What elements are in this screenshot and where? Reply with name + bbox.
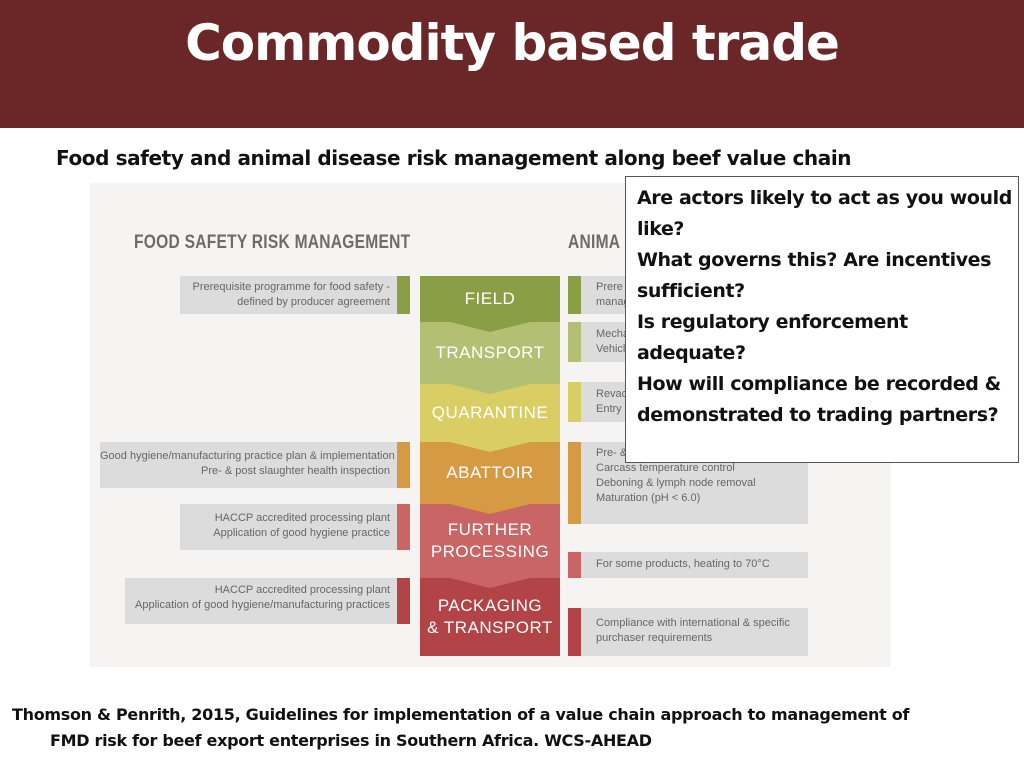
right-box-accent <box>568 608 581 656</box>
left-box-packaging: HACCP accredited processing plant Applic… <box>125 578 410 624</box>
stage-chevron <box>450 322 530 332</box>
left-box-further-processing: HACCP accredited processing plant Applic… <box>180 504 410 550</box>
question-line: Are actors likely to act as you would <box>637 187 1012 209</box>
right-box-text: Entry <box>596 403 622 415</box>
question-line: adequate? <box>637 342 746 364</box>
left-box-accent <box>397 276 410 314</box>
title-banner: Commodity based trade <box>0 0 1024 128</box>
left-box-text: HACCP accredited processing plant <box>214 512 390 524</box>
left-box-text: Good hygiene/manufacturing practice plan… <box>100 450 395 462</box>
left-box-accent <box>397 442 410 488</box>
stage-chevron <box>450 384 530 394</box>
stage-label: ABATTOIR <box>446 463 534 482</box>
stage-packaging-transport: PACKAGING & TRANSPORT <box>420 578 560 656</box>
stage-label: & TRANSPORT <box>427 618 553 637</box>
left-column-heading: FOOD SAFETY RISK MANAGEMENT <box>134 232 411 253</box>
right-box-text: Deboning & lymph node removal <box>596 477 756 489</box>
right-box-text: Compliance with international & specific <box>596 617 790 629</box>
right-box-further-processing: For some products, heating to 70°C <box>568 552 808 578</box>
left-box-text: Prerequisite programme for food safety - <box>192 281 390 293</box>
citation-line: Thomson & Penrith, 2015, Guidelines for … <box>12 705 910 724</box>
left-box-field: Prerequisite programme for food safety -… <box>180 276 410 314</box>
stage-label: PROCESSING <box>430 542 550 561</box>
right-box-accent <box>568 276 581 314</box>
left-box-text: Application of good hygiene practice <box>213 527 390 539</box>
right-box-text: manag <box>596 296 630 308</box>
left-box-text: Application of good hygiene/manufacturin… <box>135 599 390 611</box>
right-box-text: Vehicl <box>596 343 626 355</box>
right-box-text: Mecha <box>596 328 630 340</box>
stage-field: FIELD <box>420 276 560 322</box>
question-line: Is regulatory enforcement <box>637 311 908 333</box>
right-column-heading: ANIMA <box>568 232 621 253</box>
slide-subtitle: Food safety and animal disease risk mana… <box>56 146 852 170</box>
question-line: How will compliance be recorded & <box>637 373 1001 395</box>
stage-abattoir: ABATTOIR <box>420 442 560 504</box>
right-box-text: Pre- & <box>596 447 628 459</box>
right-box-text: For some products, heating to 70°C <box>596 558 770 570</box>
question-line: What governs this? Are incentives <box>637 249 992 271</box>
stage-chevron <box>450 504 530 514</box>
right-box-accent <box>568 442 581 524</box>
right-box-text: Carcass temperature control <box>596 462 735 474</box>
right-box-text: purchaser requirements <box>596 632 713 644</box>
right-box-accent <box>568 382 581 422</box>
right-box-text: Maturation (pH < 6.0) <box>596 492 701 504</box>
stage-chevron <box>450 442 530 452</box>
stage-label: FURTHER <box>447 520 533 539</box>
left-box-text: Pre- & post slaughter health inspection <box>201 465 390 477</box>
left-box-abattoir: Good hygiene/manufacturing practice plan… <box>100 442 410 488</box>
question-line: demonstrated to trading partners? <box>637 404 999 426</box>
stage-further-processing: FURTHER PROCESSING <box>420 504 560 578</box>
left-box-text: defined by producer agreement <box>237 296 390 308</box>
question-line: sufficient? <box>637 280 745 302</box>
question-line: like? <box>637 218 685 240</box>
left-box-text: HACCP accredited processing plant <box>214 584 390 596</box>
left-box-accent <box>397 504 410 550</box>
stage-label: FIELD <box>464 289 516 308</box>
right-box-packaging: Compliance with international & specific… <box>568 608 808 656</box>
citation-line: FMD risk for beef export enterprises in … <box>50 731 652 750</box>
stage-chevron <box>450 578 530 588</box>
left-box-accent <box>397 578 410 624</box>
stage-label: TRANSPORT <box>435 343 545 362</box>
right-box-accent <box>568 322 581 362</box>
citation: Thomson & Penrith, 2015, Guidelines for … <box>12 702 1012 754</box>
slide-title: Commodity based trade <box>185 14 840 72</box>
right-box-text: Revac <box>596 388 628 400</box>
stage-transport: TRANSPORT <box>420 322 560 384</box>
right-box-text: Prere <box>596 281 623 293</box>
stage-label: QUARANTINE <box>431 403 549 422</box>
right-box-accent <box>568 552 581 578</box>
questions-callout: Are actors likely to act as you would li… <box>625 176 1019 463</box>
stage-label: PACKAGING <box>437 596 543 615</box>
